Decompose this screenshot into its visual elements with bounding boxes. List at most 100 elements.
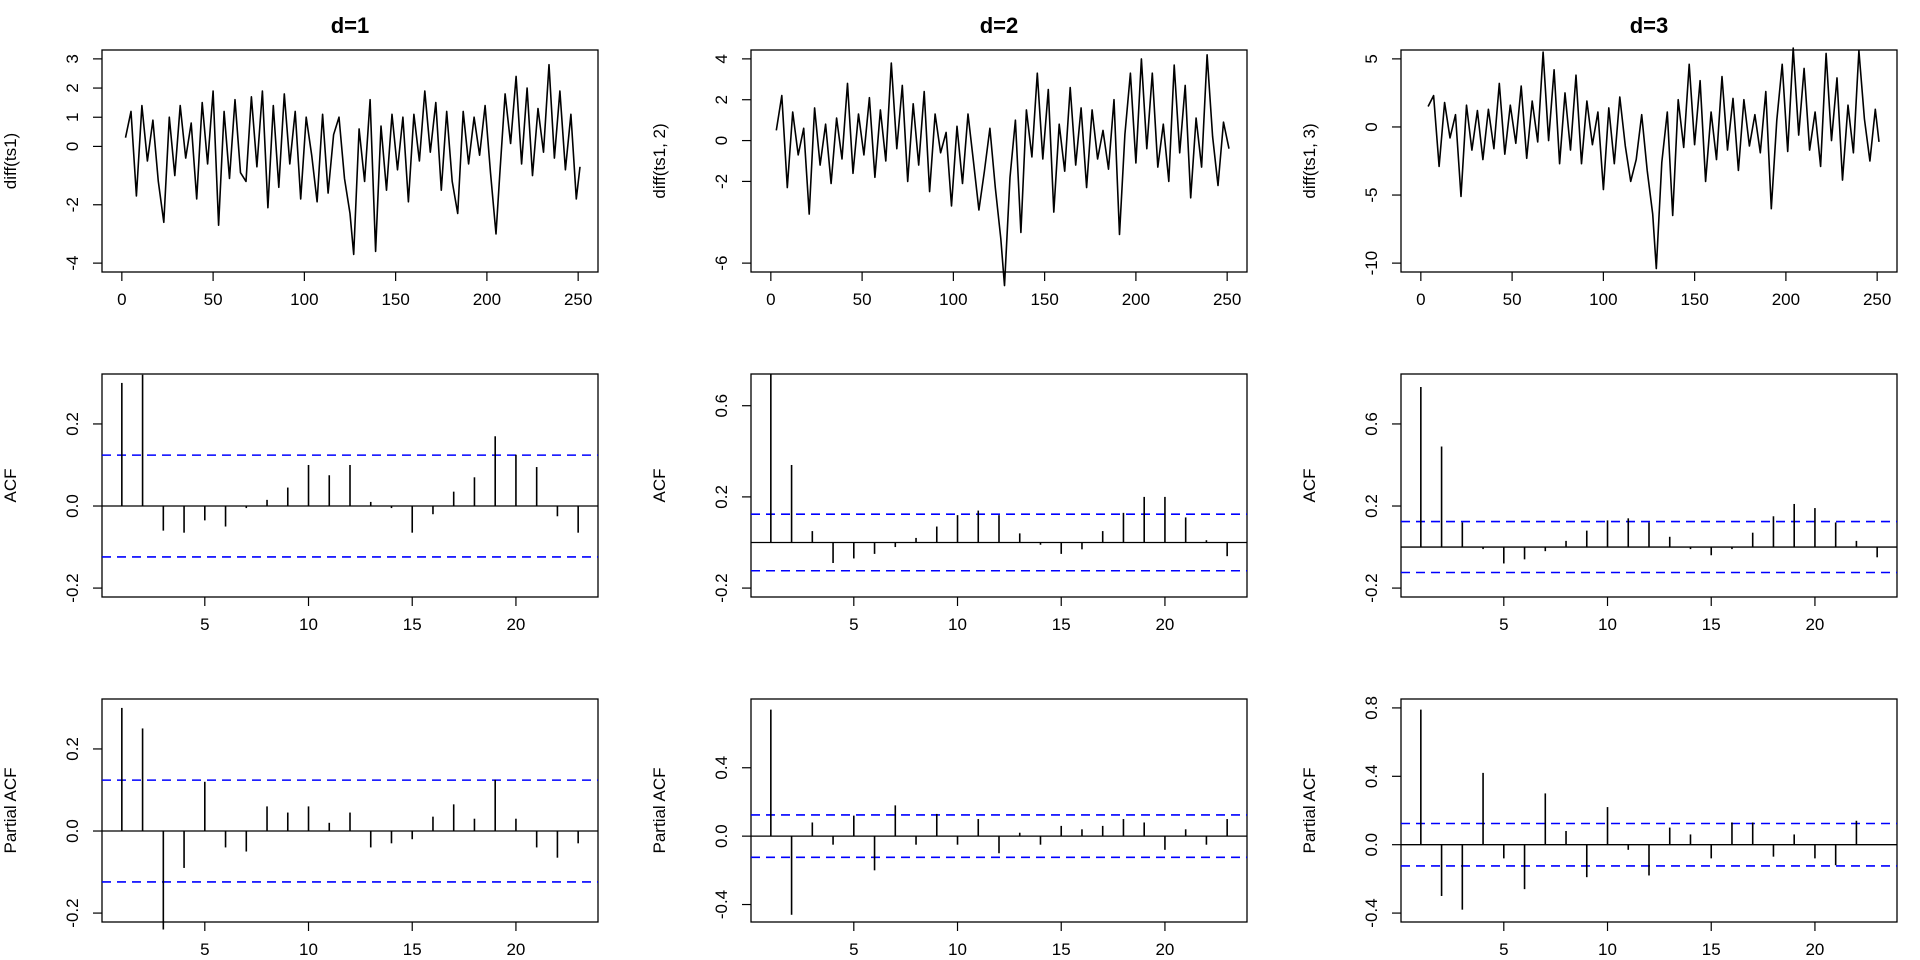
y-tick-label: 2 bbox=[712, 95, 731, 104]
x-tick-label: 15 bbox=[403, 940, 422, 959]
x-tick-label: 5 bbox=[200, 615, 209, 634]
y-axis-label: ACF bbox=[1300, 469, 1319, 503]
plot-frame bbox=[1400, 49, 1898, 273]
y-tick-label: 0.4 bbox=[712, 756, 731, 780]
plot-title: d=2 bbox=[980, 13, 1019, 38]
x-tick-label: 15 bbox=[1702, 615, 1721, 634]
y-tick-label: 0.0 bbox=[1362, 833, 1381, 857]
x-tick-label: 150 bbox=[1030, 290, 1058, 309]
x-tick-label: 15 bbox=[403, 615, 422, 634]
y-tick-label: -0.2 bbox=[1362, 573, 1381, 602]
y-tick-label: -0.4 bbox=[1362, 898, 1381, 927]
x-tick-label: 20 bbox=[1805, 615, 1824, 634]
x-tick-label: 50 bbox=[853, 290, 872, 309]
plot-frame bbox=[101, 373, 599, 598]
x-tick-label: 100 bbox=[290, 290, 318, 309]
y-tick-label: 4 bbox=[712, 54, 731, 63]
y-tick-label: 0.2 bbox=[1362, 494, 1381, 518]
x-tick-label: 150 bbox=[1680, 290, 1708, 309]
y-tick-label: 0.6 bbox=[712, 394, 731, 418]
x-tick-label: 200 bbox=[1772, 290, 1800, 309]
x-tick-label: 0 bbox=[117, 290, 126, 309]
y-tick-label: 0.4 bbox=[1362, 764, 1381, 788]
plot-frame bbox=[101, 698, 599, 923]
y-tick-label: 0.2 bbox=[63, 412, 82, 436]
y-axis-label: diff(ts1) bbox=[1, 133, 20, 189]
x-tick-label: 10 bbox=[299, 940, 318, 959]
x-tick-label: 20 bbox=[506, 940, 525, 959]
y-tick-label: -2 bbox=[712, 174, 731, 189]
x-tick-label: 250 bbox=[1213, 290, 1241, 309]
x-tick-label: 0 bbox=[1416, 290, 1425, 309]
x-tick-label: 20 bbox=[506, 615, 525, 634]
panel-d2-series: d=2 diff(ts1, 2) 0 50 100 150 200 250 -6 -2 0 2 4 bbox=[650, 13, 1248, 309]
y-tick-label: -5 bbox=[1362, 187, 1381, 202]
x-tick-label: 250 bbox=[564, 290, 592, 309]
y-tick-label: -10 bbox=[1362, 251, 1381, 276]
x-tick-label: 5 bbox=[200, 940, 209, 959]
y-tick-label: 0.6 bbox=[1362, 412, 1381, 436]
y-tick-label: 0.2 bbox=[63, 737, 82, 761]
x-tick-label: 15 bbox=[1702, 940, 1721, 959]
y-axis-label: ACF bbox=[1, 469, 20, 503]
series-line bbox=[124, 63, 581, 256]
y-axis-label: ACF bbox=[650, 469, 669, 503]
panel-d3-pacf: Partial ACF 5 10 15 20 -0.4 0.0 0.4 0.8 bbox=[1300, 696, 1898, 959]
y-tick-label: 0.0 bbox=[712, 824, 731, 848]
x-tick-label: 5 bbox=[1499, 940, 1508, 959]
panel-d3-acf: ACF 5 10 15 20 -0.2 0.2 0.6 bbox=[1300, 373, 1898, 634]
x-tick-label: 15 bbox=[1052, 940, 1071, 959]
panel-d1-acf: ACF 5 10 15 20 -0.2 0.0 0.2 bbox=[1, 373, 599, 634]
y-axis-label: diff(ts1, 2) bbox=[650, 123, 669, 198]
plot-frame bbox=[750, 49, 1248, 273]
y-axis-label: Partial ACF bbox=[1300, 768, 1319, 854]
plot-title: d=3 bbox=[1630, 13, 1669, 38]
plot-frame bbox=[750, 373, 1248, 598]
x-tick-label: 50 bbox=[204, 290, 223, 309]
series-line bbox=[775, 54, 1230, 287]
y-tick-label: -2 bbox=[63, 197, 82, 212]
y-tick-label: -0.4 bbox=[712, 890, 731, 919]
x-tick-label: 5 bbox=[849, 615, 858, 634]
x-tick-label: 250 bbox=[1863, 290, 1891, 309]
plot-frame bbox=[750, 698, 1248, 923]
plot-title: d=1 bbox=[331, 13, 370, 38]
x-tick-label: 20 bbox=[1155, 940, 1174, 959]
y-tick-label: 0.0 bbox=[63, 819, 82, 843]
panel-d1-pacf: Partial ACF 5 10 15 20 -0.2 0.0 0.2 bbox=[1, 698, 599, 959]
y-tick-label: 0.8 bbox=[1362, 696, 1381, 720]
y-tick-label: 3 bbox=[63, 54, 82, 63]
plot-frame bbox=[1400, 373, 1898, 598]
y-tick-label: -0.2 bbox=[712, 573, 731, 602]
x-tick-label: 20 bbox=[1155, 615, 1174, 634]
plot-frame bbox=[1400, 698, 1898, 923]
x-tick-label: 5 bbox=[1499, 615, 1508, 634]
x-tick-label: 100 bbox=[939, 290, 967, 309]
y-tick-label: -0.2 bbox=[63, 573, 82, 602]
y-tick-label: 2 bbox=[63, 83, 82, 92]
panel-d2-acf: ACF 5 10 15 20 -0.2 0.2 0.6 bbox=[650, 373, 1248, 634]
y-tick-label: -6 bbox=[712, 256, 731, 271]
y-axis-label: Partial ACF bbox=[650, 768, 669, 854]
y-tick-label: 0 bbox=[712, 136, 731, 145]
y-tick-label: 0.0 bbox=[63, 494, 82, 518]
x-tick-label: 100 bbox=[1589, 290, 1617, 309]
x-tick-label: 200 bbox=[1122, 290, 1150, 309]
x-tick-label: 150 bbox=[381, 290, 409, 309]
x-tick-label: 10 bbox=[1598, 940, 1617, 959]
y-tick-label: 0 bbox=[1362, 122, 1381, 131]
plot-frame bbox=[101, 49, 599, 273]
x-tick-label: 20 bbox=[1805, 940, 1824, 959]
x-tick-label: 10 bbox=[1598, 615, 1617, 634]
y-tick-label: -0.2 bbox=[63, 898, 82, 927]
panel-d2-pacf: Partial ACF 5 10 15 20 -0.4 0.0 0.4 bbox=[650, 698, 1248, 959]
x-tick-label: 200 bbox=[473, 290, 501, 309]
y-tick-label: 0 bbox=[63, 142, 82, 151]
panel-d3-series: d=3 diff(ts1, 3) 0 50 100 150 200 250 -10 -5 0 5 bbox=[1300, 13, 1898, 309]
series-line bbox=[1427, 47, 1880, 270]
x-tick-label: 10 bbox=[948, 940, 967, 959]
x-tick-label: 5 bbox=[849, 940, 858, 959]
y-tick-label: 5 bbox=[1362, 54, 1381, 63]
panel-d1-series: d=1 diff(ts1) 0 50 100 150 200 250 -4 -2 0 1 2 3 bbox=[1, 13, 599, 309]
